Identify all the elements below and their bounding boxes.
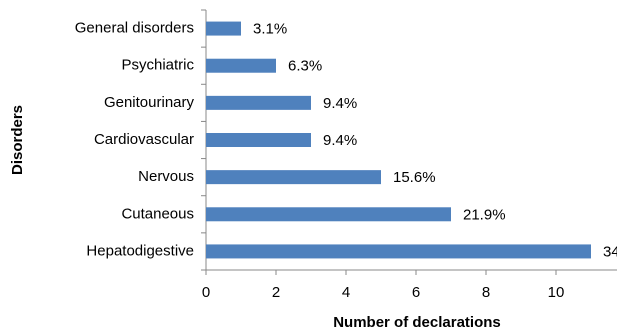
value-label: 9.4% [323, 95, 357, 112]
value-label: 34.4% [603, 243, 617, 260]
x-tick-label: 6 [412, 284, 420, 301]
bar [206, 244, 591, 259]
y-axis-title: Disorders [9, 105, 26, 175]
x-tick-label: 10 [548, 284, 565, 301]
bar [206, 170, 381, 185]
x-tick-label: 8 [482, 284, 490, 301]
bar [206, 21, 241, 36]
x-tick-label: 2 [272, 284, 280, 301]
y-tick-label: Psychiatric [121, 57, 194, 74]
x-tick-label: 0 [202, 284, 210, 301]
x-axis-title: Number of declarations [333, 314, 501, 331]
value-label: 9.4% [323, 132, 357, 149]
bar [206, 207, 451, 222]
bar [206, 95, 311, 110]
y-tick-label: Nervous [138, 168, 194, 185]
value-label: 15.6% [393, 169, 436, 186]
value-label: 3.1% [253, 21, 287, 38]
value-label: 21.9% [463, 206, 506, 223]
y-tick-label: Genitourinary [104, 94, 195, 111]
y-tick-label: Hepatodigestive [86, 242, 194, 259]
y-tick-label: General disorders [75, 20, 194, 37]
bar [206, 58, 276, 73]
bar [206, 133, 311, 147]
y-tick-label: Cardiovascular [94, 131, 194, 148]
y-tick-label: Cutaneous [121, 205, 194, 222]
x-tick-label: 4 [342, 284, 350, 301]
value-label: 6.3% [288, 58, 322, 75]
